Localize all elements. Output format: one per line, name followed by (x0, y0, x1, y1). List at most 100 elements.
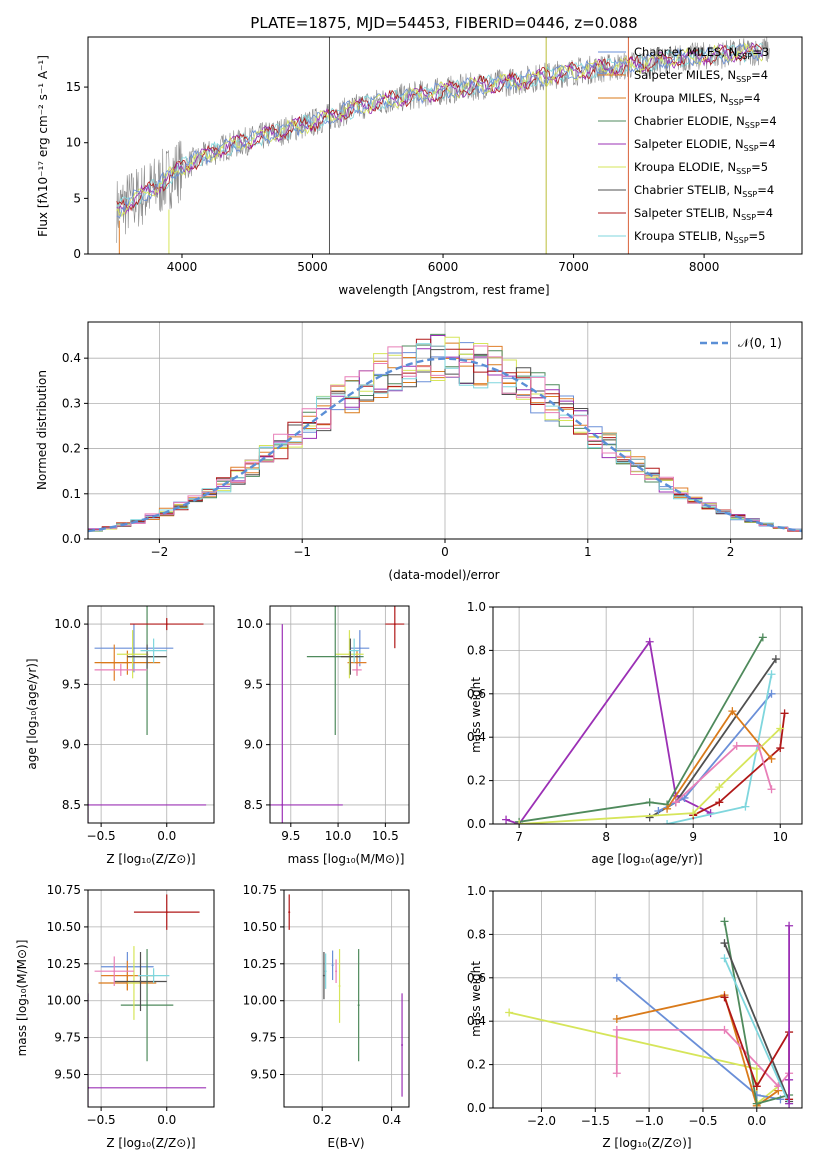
y-tick-label: 0.2 (467, 1058, 486, 1072)
data-point (357, 1004, 360, 1007)
weight-marker (715, 798, 724, 807)
data-point (349, 655, 352, 658)
x-tick-label: 2 (727, 545, 735, 559)
x-tick-label: 1 (584, 545, 592, 559)
legend-entry: Chabrier STELIB, NSSP=4 (634, 183, 774, 199)
panel-mass-vs-Z: −0.5 0.0 9.50 9.75 10.00 10.25 10.50 10.75 (47, 883, 215, 1127)
x-axis-label: Z [log₁₀(Z/Z⊙)] (106, 852, 195, 866)
y-axis-label: age [log₁₀(age/yr)] (25, 658, 39, 769)
weight-marker (728, 707, 737, 716)
x-tick-label: 0.0 (747, 1114, 766, 1128)
data-point (132, 647, 135, 650)
y-tick-label: 10 (66, 136, 81, 150)
data-point (355, 668, 358, 671)
weight-marker (767, 785, 776, 794)
weight-marker (720, 939, 729, 948)
y-tick-label: 9.50 (54, 1068, 81, 1082)
weight-marker (752, 1064, 761, 1073)
y-tick-label: 0.3 (62, 396, 81, 410)
weight-marker (758, 633, 767, 642)
legend-entry: Salpeter ELODIE, NSSP=4 (634, 137, 776, 153)
weight-marker (732, 741, 741, 750)
y-tick-label: 0.8 (467, 927, 486, 941)
axes-frame (269, 605, 410, 824)
panel-age-vs-Z: −0.5 0.0 8.5 9.0 9.5 10.0 (54, 605, 215, 843)
plot-area (88, 894, 207, 1107)
weight-marker (720, 993, 729, 1002)
legend-entry: Chabrier MILES, NSSP=3 (634, 45, 769, 61)
model-spectrum (116, 42, 763, 208)
x-axis-label: Z [log₁₀(Z/Z⊙)] (602, 1136, 691, 1150)
weight-marker (612, 1015, 621, 1024)
y-axis-label: mass [log₁₀(M/M⊙)] (15, 940, 29, 1057)
x-tick-label: 10.5 (372, 829, 399, 843)
weight-marker (771, 655, 780, 664)
panel-weight-vs-age: 7 8 9 10 0.0 0.2 0.4 0.6 0.8 1.0 (467, 600, 803, 844)
y-tick-label: 9.5 (62, 677, 81, 691)
y-tick-label: 10.50 (243, 920, 277, 934)
y-tick-label: 9.50 (250, 1068, 277, 1082)
x-axis-label: wavelength [Angstrom, rest frame] (338, 283, 549, 297)
data-point (131, 653, 134, 656)
data-point (288, 911, 291, 914)
data-point (152, 649, 155, 652)
x-tick-label: 0 (441, 545, 449, 559)
x-tick-label: −1.5 (581, 1114, 610, 1128)
weight-marker (515, 820, 524, 824)
axes-frame (283, 889, 410, 1108)
data-point (281, 803, 284, 806)
chart-title: PLATE=1875, MJD=54453, FIBERID=0446, z=0… (250, 14, 637, 32)
x-tick-label: 10.0 (325, 829, 352, 843)
y-axis-label: mass weight (469, 961, 483, 1037)
data-point (113, 970, 116, 973)
axes-frame (87, 36, 803, 255)
plot-area (505, 917, 794, 1108)
normal-curve (88, 357, 802, 533)
data-point (322, 974, 325, 977)
y-tick-label: 10.00 (47, 994, 81, 1008)
weight-marker (505, 1008, 514, 1017)
y-tick-label: 9.75 (250, 1031, 277, 1045)
y-tick-label: 8.5 (244, 798, 263, 812)
x-tick-label: −0.5 (688, 1114, 717, 1128)
weight-marker (752, 1099, 761, 1108)
data-point (126, 661, 129, 664)
weight-marker (780, 709, 789, 718)
data-point (355, 661, 358, 664)
data-point (358, 647, 361, 650)
data-point (401, 1044, 404, 1046)
weight-marker (645, 637, 654, 646)
y-tick-label: 1.0 (467, 600, 486, 614)
weight-marker (715, 783, 724, 792)
y-tick-label: 9.0 (244, 738, 263, 752)
x-axis-label: (data-model)/error (388, 568, 499, 582)
model-spectrum (116, 42, 764, 218)
plot-area (88, 333, 802, 533)
x-tick-label: 6000 (428, 260, 459, 274)
data-point (334, 655, 337, 658)
data-point (146, 1004, 149, 1007)
y-tick-label: 10.00 (243, 994, 277, 1008)
weight-line (723, 957, 790, 1105)
data-point (132, 982, 135, 984)
y-tick-label: 0.0 (62, 532, 81, 546)
weight-marker (645, 813, 654, 822)
weight-marker (663, 804, 672, 813)
x-tick-label: −0.5 (87, 1113, 116, 1127)
y-tick-label: 0.2 (62, 442, 81, 456)
panel-spectrum: 4000 5000 6000 7000 8000 0 5 10 15 (66, 36, 803, 274)
panel-residuals: −2 −1 0 1 2 0.0 0.1 0.2 0.3 0.4 (62, 321, 803, 559)
weight-marker (767, 689, 776, 698)
weight-marker (689, 809, 698, 818)
y-tick-label: 0.6 (467, 687, 486, 701)
weight-marker (671, 798, 680, 807)
x-axis-label: age [log₁₀(age/yr)] (591, 852, 702, 866)
y-tick-label: 0.2 (467, 774, 486, 788)
x-axis-label: mass [log₁₀(M/M⊙)] (288, 852, 405, 866)
plot-area (270, 606, 405, 823)
weight-marker (654, 806, 663, 815)
weight-marker (785, 1099, 794, 1108)
model-spectrum (116, 43, 764, 219)
weight-marker (720, 1025, 729, 1034)
weight-line (518, 636, 764, 823)
